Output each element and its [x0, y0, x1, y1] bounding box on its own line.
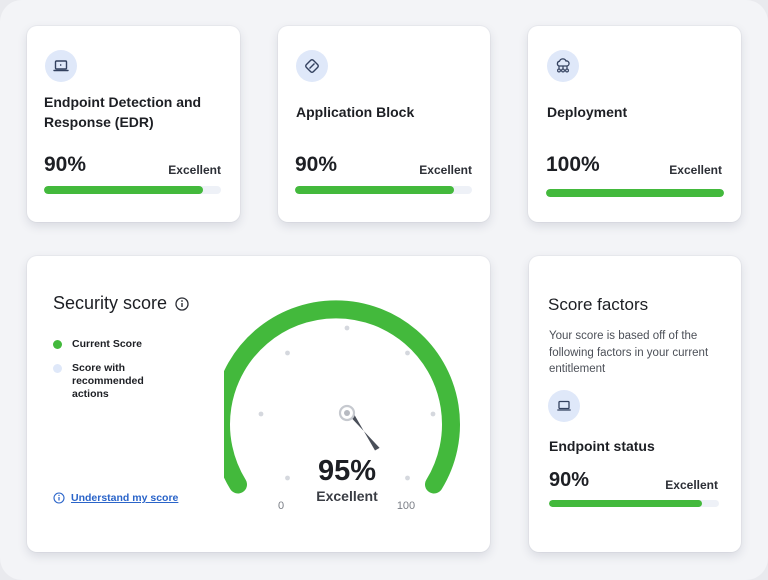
- card-percentage: 90%: [44, 153, 87, 176]
- legend-dot-recommended: [53, 364, 62, 373]
- progress-fill: [44, 186, 204, 194]
- progress-bar: [44, 186, 221, 194]
- info-icon: [53, 492, 65, 504]
- score-factors-description: Your score is based off of the following…: [549, 330, 709, 375]
- laptop-icon: [45, 50, 77, 82]
- info-icon[interactable]: [175, 296, 189, 311]
- gauge-arc: [224, 300, 460, 494]
- card-title: Endpoint Detection and Response (EDR): [44, 94, 202, 130]
- card-title: Application Block: [296, 104, 415, 120]
- score-factors-card: Score factors Your score is based off of…: [529, 256, 741, 552]
- gauge-value: 95%: [318, 455, 376, 487]
- card-percentage: 90%: [295, 153, 338, 176]
- progress-bar: [546, 189, 724, 197]
- legend-recommended: Score with recommended actions: [53, 362, 163, 401]
- card-rating: Excellent: [669, 163, 722, 177]
- cloud-network-icon: [547, 50, 579, 82]
- card-rating: Excellent: [168, 163, 221, 177]
- security-score-title: Security score: [53, 293, 168, 313]
- endpoint-status-percentage: 90%: [549, 469, 590, 491]
- endpoint-status-title: Endpoint status: [549, 438, 655, 454]
- application-block-card[interactable]: Application Block 90% Excellent: [278, 26, 490, 222]
- legend-dot-current: [53, 340, 62, 349]
- deployment-card[interactable]: Deployment 100% Excellent: [528, 26, 741, 222]
- understand-score-link[interactable]: Understand my score: [53, 492, 178, 504]
- card-percentage: 100%: [546, 153, 600, 176]
- gauge-rating: Excellent: [316, 488, 378, 504]
- security-score-header: Security score: [53, 293, 189, 314]
- gauge-needle: [345, 408, 380, 451]
- progress-fill: [549, 500, 702, 507]
- app-block-icon: [296, 50, 328, 82]
- laptop-icon: [548, 390, 580, 422]
- edr-card[interactable]: Endpoint Detection and Response (EDR) 90…: [27, 26, 240, 222]
- security-score-gauge: 95% Excellent 0 100: [224, 300, 460, 512]
- gauge-max-label: 100: [397, 500, 415, 512]
- security-score-card: Security score Current Score Score with …: [27, 256, 490, 552]
- progress-bar: [295, 186, 472, 194]
- endpoint-status-rating: Excellent: [665, 478, 718, 492]
- understand-score-label[interactable]: Understand my score: [71, 492, 179, 504]
- gauge-min-label: 0: [278, 500, 284, 512]
- progress-fill: [546, 189, 724, 197]
- card-title: Deployment: [547, 104, 628, 120]
- score-factors-title: Score factors: [548, 295, 649, 314]
- legend-current-score: Current Score: [53, 338, 142, 351]
- card-rating: Excellent: [419, 163, 472, 177]
- progress-bar: [549, 500, 719, 507]
- legend-label: Current Score: [72, 338, 143, 350]
- progress-fill: [295, 186, 455, 194]
- gauge-ticks: [258, 325, 436, 481]
- legend-label: Score with recommended actions: [72, 362, 144, 400]
